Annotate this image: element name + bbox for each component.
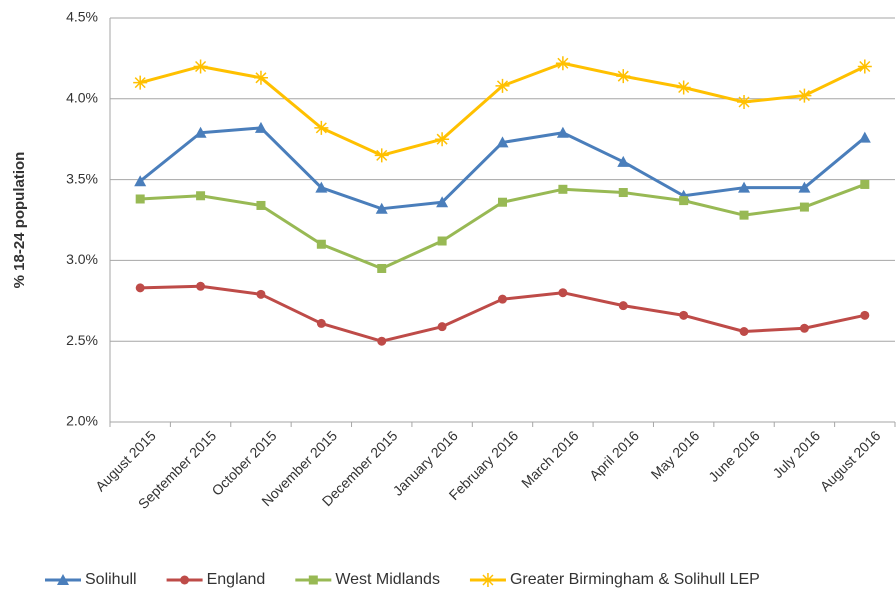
marker <box>860 310 870 320</box>
marker <box>498 294 507 304</box>
marker <box>196 281 206 291</box>
marker <box>316 239 326 249</box>
legend-item: Greater Birmingham & Solihull LEP <box>469 571 760 588</box>
marker <box>374 148 389 163</box>
marker <box>797 88 812 103</box>
x-tick-label: August 2015 <box>92 427 159 494</box>
marker <box>194 126 207 138</box>
x-tick-label: July 2016 <box>769 427 823 481</box>
marker <box>436 196 449 208</box>
marker <box>135 283 145 293</box>
x-tick-label: May 2016 <box>648 427 703 482</box>
legend-label: West Midlands <box>335 571 440 588</box>
marker <box>256 200 266 210</box>
marker <box>496 136 509 148</box>
marker <box>738 181 751 193</box>
legend-item: West Midlands <box>295 571 440 588</box>
marker <box>180 575 190 585</box>
y-tick-label: 3.5% <box>66 170 98 186</box>
marker <box>256 289 266 299</box>
x-tick-label: April 2016 <box>586 427 642 483</box>
series-line <box>140 284 866 343</box>
marker <box>193 59 208 74</box>
marker <box>375 202 388 214</box>
legend-label: Greater Birmingham & Solihull LEP <box>510 571 760 588</box>
x-tick-label: March 2016 <box>518 427 582 491</box>
legend-item: Solihull <box>45 571 137 588</box>
marker <box>558 288 568 298</box>
marker <box>618 188 628 198</box>
marker <box>860 179 870 189</box>
marker <box>617 155 630 167</box>
marker <box>495 78 510 93</box>
marker <box>437 322 447 332</box>
y-tick-label: 4.0% <box>66 90 98 106</box>
marker <box>739 327 749 337</box>
marker <box>253 70 268 85</box>
marker <box>679 196 689 206</box>
marker <box>377 336 387 346</box>
y-tick-label: 2.0% <box>66 413 98 429</box>
marker <box>437 236 447 246</box>
marker <box>556 126 569 138</box>
marker <box>135 194 145 204</box>
marker <box>676 80 691 95</box>
marker <box>134 175 147 187</box>
marker <box>558 184 568 194</box>
marker <box>679 310 689 320</box>
marker <box>739 210 749 220</box>
marker <box>798 181 811 193</box>
marker <box>618 301 628 311</box>
marker <box>316 318 326 328</box>
marker <box>377 263 387 273</box>
marker <box>315 181 328 193</box>
marker <box>57 574 69 585</box>
marker <box>308 575 318 585</box>
marker <box>857 59 872 74</box>
legend-label: Solihull <box>85 571 137 588</box>
legend-item: England <box>166 571 266 588</box>
marker <box>498 197 507 207</box>
series-line <box>140 183 866 270</box>
y-tick-label: 4.5% <box>66 9 98 25</box>
x-tick-label: August 2016 <box>817 427 884 494</box>
marker <box>858 131 871 143</box>
marker <box>314 120 329 135</box>
marker <box>196 191 206 201</box>
marker <box>555 56 570 71</box>
y-axis-title: % 18-24 population <box>11 152 28 289</box>
y-tick-label: 3.0% <box>66 251 98 267</box>
marker <box>435 132 450 147</box>
marker <box>254 121 267 133</box>
marker <box>737 95 752 110</box>
marker <box>133 75 148 90</box>
marker <box>616 69 631 84</box>
legend-label: England <box>207 571 266 588</box>
marker <box>799 323 809 333</box>
x-tick-label: June 2016 <box>705 427 763 485</box>
marker <box>480 573 495 587</box>
y-tick-label: 2.5% <box>66 332 98 348</box>
marker <box>799 202 809 212</box>
